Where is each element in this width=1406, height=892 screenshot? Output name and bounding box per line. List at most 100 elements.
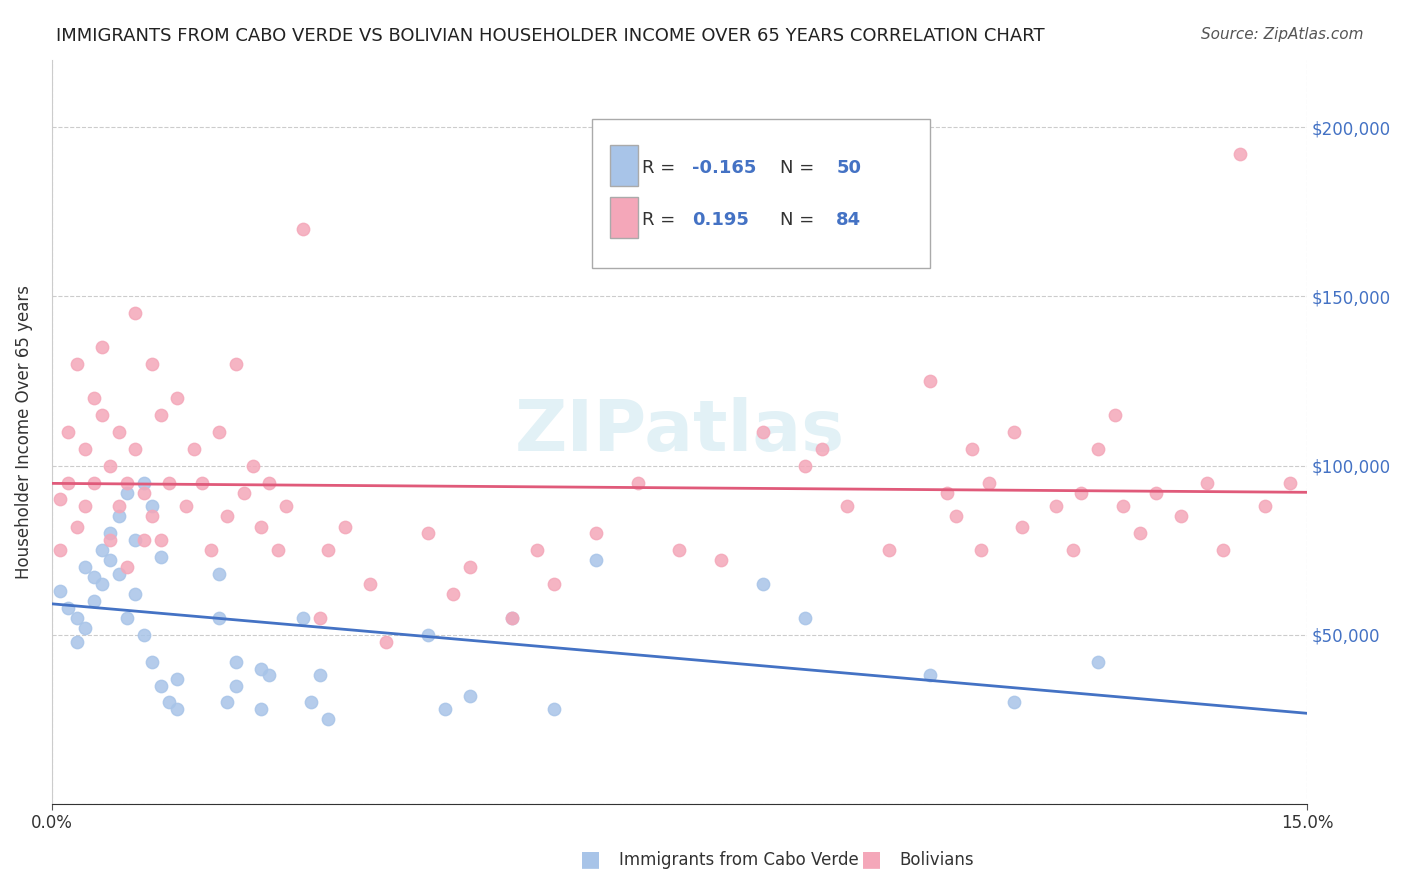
Point — [810, 442, 832, 456]
Text: Source: ZipAtlas.com: Source: ZipAtlas.com — [1201, 27, 1364, 42]
Point — [66, 611, 89, 625]
Point — [359, 577, 381, 591]
Point — [141, 357, 163, 371]
Point — [58, 600, 80, 615]
Point — [58, 475, 80, 490]
Text: 84: 84 — [837, 211, 862, 228]
Point — [91, 340, 114, 354]
Point — [141, 655, 163, 669]
Point — [668, 543, 690, 558]
Point — [977, 475, 1000, 490]
Point — [149, 549, 172, 564]
Point — [115, 485, 138, 500]
Point — [1144, 485, 1167, 500]
Point — [250, 702, 273, 716]
Point — [225, 655, 247, 669]
Point — [132, 485, 155, 500]
Point — [1279, 475, 1302, 490]
Point — [75, 500, 97, 514]
Point — [333, 519, 356, 533]
Point — [250, 662, 273, 676]
Text: R =: R = — [641, 211, 681, 228]
Point — [149, 408, 172, 422]
Point — [233, 485, 256, 500]
Point — [75, 560, 97, 574]
Point — [149, 679, 172, 693]
Point — [1011, 519, 1033, 533]
Point — [124, 442, 146, 456]
Point — [141, 500, 163, 514]
Text: Bolivians: Bolivians — [900, 851, 974, 869]
Point — [945, 509, 967, 524]
Point — [434, 702, 457, 716]
Point — [835, 500, 858, 514]
Point — [969, 543, 991, 558]
Point — [299, 696, 322, 710]
Bar — [610, 197, 638, 238]
Point — [166, 672, 188, 686]
Point — [585, 553, 607, 567]
Point — [166, 702, 188, 716]
Point — [166, 391, 188, 405]
Point — [49, 543, 72, 558]
Point — [141, 509, 163, 524]
Point — [225, 679, 247, 693]
Point — [49, 492, 72, 507]
Point — [585, 526, 607, 541]
Point — [83, 475, 105, 490]
Point — [1045, 500, 1067, 514]
Point — [626, 475, 648, 490]
Point — [1002, 425, 1025, 439]
Point — [75, 442, 97, 456]
Point — [107, 509, 129, 524]
Point — [208, 425, 231, 439]
Point — [259, 475, 281, 490]
Point — [1129, 526, 1152, 541]
Point — [242, 458, 264, 473]
Point — [191, 475, 214, 490]
Point — [308, 668, 330, 682]
Text: ZIPatlas: ZIPatlas — [515, 397, 845, 467]
Point — [291, 611, 314, 625]
Point — [83, 391, 105, 405]
Point — [920, 374, 942, 388]
Point — [58, 425, 80, 439]
Point — [149, 533, 172, 547]
Point — [132, 533, 155, 547]
Text: N =: N = — [780, 211, 820, 228]
Point — [107, 500, 129, 514]
Point — [1002, 696, 1025, 710]
Point — [1112, 500, 1135, 514]
Point — [526, 543, 548, 558]
Text: 50: 50 — [837, 159, 862, 177]
Point — [267, 543, 290, 558]
Bar — [610, 145, 638, 186]
Point — [98, 526, 121, 541]
Point — [208, 566, 231, 581]
Point — [1229, 147, 1251, 161]
Point — [98, 533, 121, 547]
Point — [66, 634, 89, 648]
Point — [877, 543, 900, 558]
Point — [936, 485, 959, 500]
Point — [124, 533, 146, 547]
Point — [1087, 442, 1109, 456]
Point — [107, 425, 129, 439]
Point — [793, 458, 815, 473]
Point — [291, 221, 314, 235]
Point — [174, 500, 197, 514]
Point — [225, 357, 247, 371]
Text: -0.165: -0.165 — [692, 159, 756, 177]
Text: R =: R = — [641, 159, 681, 177]
Point — [1195, 475, 1218, 490]
Point — [115, 560, 138, 574]
Y-axis label: Householder Income Over 65 years: Householder Income Over 65 years — [15, 285, 32, 579]
Point — [132, 475, 155, 490]
Point — [91, 408, 114, 422]
Point — [543, 577, 565, 591]
Point — [501, 611, 523, 625]
Point — [66, 519, 89, 533]
Point — [132, 628, 155, 642]
Point — [1104, 408, 1126, 422]
Point — [124, 587, 146, 601]
